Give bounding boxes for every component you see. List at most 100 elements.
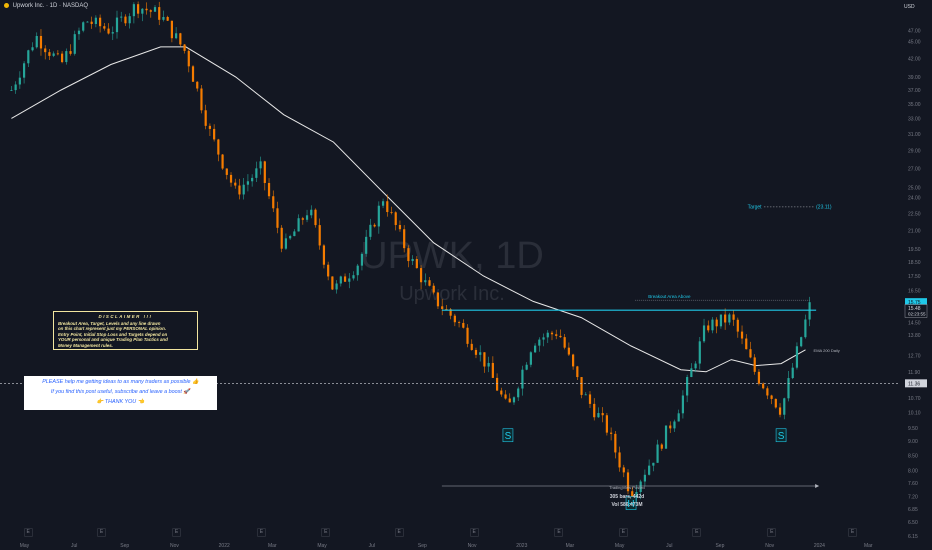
candle-body: [352, 275, 355, 279]
support-request-box: PLEASE help me getting ideas to as many …: [24, 376, 217, 410]
candle-body: [580, 377, 583, 395]
y-tick-label: 12.70: [908, 354, 921, 360]
candle-body: [335, 283, 338, 290]
y-tick-label: 9.00: [908, 439, 918, 445]
candle-body: [386, 201, 389, 213]
candle-body: [702, 325, 706, 342]
earnings-event-icon[interactable]: E: [692, 528, 702, 537]
candle-body: [795, 346, 799, 368]
earnings-event-icon[interactable]: E: [97, 528, 107, 537]
earnings-event-icon[interactable]: E: [554, 528, 564, 537]
shoulder-label: S: [778, 431, 785, 442]
earnings-event-icon[interactable]: E: [618, 528, 628, 537]
candle-body: [263, 161, 266, 183]
y-tick-label: 29.00: [908, 149, 921, 155]
x-tick-label: 2022: [219, 543, 230, 549]
candle-body: [521, 369, 524, 389]
candle-body: [487, 362, 490, 367]
candle-body: [111, 32, 114, 34]
ema-label: EMA 200 Daily: [814, 348, 840, 353]
candle-body: [276, 208, 279, 228]
candle-body: [242, 184, 245, 195]
candle-body: [27, 50, 30, 64]
candle-body: [664, 425, 668, 449]
candle-body: [373, 224, 376, 227]
candle-body: [783, 398, 786, 415]
candle-body: [10, 90, 13, 91]
earnings-event-icon[interactable]: E: [23, 528, 33, 537]
measure-bars-label: 305 bars, 442d: [610, 494, 644, 500]
candle-body: [356, 265, 359, 276]
y-tick-label: 13.80: [908, 333, 921, 339]
candle-body: [82, 22, 85, 31]
earnings-event-icon[interactable]: E: [469, 528, 479, 537]
currency-label[interactable]: USD: [904, 4, 915, 10]
earnings-event-icon[interactable]: E: [172, 528, 182, 537]
candle-body: [90, 21, 93, 24]
candle-body: [643, 474, 647, 482]
candle-body: [267, 182, 271, 197]
x-tick-label: Sep: [418, 543, 427, 549]
candle-body: [626, 472, 630, 492]
y-tick-label: 7.20: [908, 495, 918, 501]
candle-body: [728, 314, 731, 323]
candle-body: [508, 398, 511, 403]
candle-body: [567, 347, 570, 355]
disclaimer-line: Money Management rules.: [58, 342, 113, 348]
disclaimer-title: DISCLAIMER !!!: [98, 314, 153, 319]
candle-body: [593, 403, 596, 418]
candle-body: [457, 322, 461, 324]
candle-body: [259, 161, 262, 169]
y-tick-label: 11.90: [908, 370, 920, 376]
x-tick-label: 2023: [516, 543, 527, 549]
breakout-label: Breakout Area Above: [648, 294, 691, 299]
candle-body: [559, 335, 562, 338]
candle-body: [369, 224, 372, 237]
candle-body: [56, 53, 59, 55]
candle-body: [18, 77, 21, 85]
candle-body: [436, 292, 440, 307]
candle-body: [318, 225, 321, 246]
y-tick-label: 39.00: [908, 75, 921, 81]
candle-body: [800, 337, 803, 347]
candle-body: [14, 84, 17, 91]
candle-body: [550, 332, 554, 335]
candle-body: [322, 245, 326, 265]
candle-body: [791, 367, 794, 379]
candle-body: [808, 302, 811, 320]
candle-body: [162, 16, 165, 20]
candle-body: [563, 337, 566, 348]
candle-body: [170, 20, 173, 39]
candle-body: [65, 51, 68, 63]
candle-body: [572, 354, 575, 367]
earnings-event-icon[interactable]: E: [394, 528, 404, 537]
candle-body: [94, 17, 97, 24]
x-tick-label: Nov: [765, 543, 774, 549]
candle-body: [297, 218, 300, 232]
candle-body: [495, 377, 499, 391]
candle-body: [398, 225, 402, 230]
crosshair-price-box: [905, 379, 927, 388]
candle-body: [525, 364, 528, 370]
y-tick-label: 8.00: [908, 468, 918, 474]
y-tick-label: 37.00: [908, 88, 921, 94]
y-tick-label: 6.15: [908, 534, 918, 540]
candle-body: [533, 345, 537, 353]
candle-body: [656, 444, 659, 463]
earnings-event-icon[interactable]: E: [767, 528, 777, 537]
y-tick-label: 24.00: [908, 196, 921, 202]
y-tick-label: 17.50: [908, 274, 921, 280]
x-tick-label: Sep: [120, 543, 129, 549]
candle-body: [538, 339, 541, 346]
candle-body: [191, 66, 195, 82]
candle-body: [500, 390, 503, 395]
countdown-label: 02:23:55: [908, 311, 926, 316]
y-tick-label: 10.10: [908, 411, 921, 417]
earnings-event-icon[interactable]: E: [321, 528, 331, 537]
earnings-event-icon[interactable]: E: [848, 528, 857, 537]
earnings-event-icon[interactable]: E: [256, 528, 266, 537]
candle-body: [424, 280, 427, 283]
candle-body: [234, 182, 237, 186]
x-tick-label: Jul: [666, 543, 672, 549]
